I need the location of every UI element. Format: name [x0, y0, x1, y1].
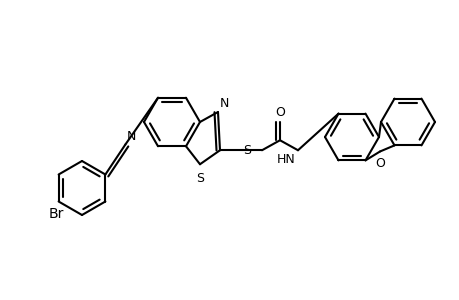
Text: Br: Br	[49, 208, 64, 221]
Text: S: S	[196, 172, 203, 185]
Text: N: N	[219, 97, 229, 110]
Text: N: N	[126, 130, 135, 142]
Text: O: O	[274, 106, 284, 119]
Text: O: O	[374, 157, 384, 169]
Text: S: S	[242, 144, 251, 157]
Text: HN: HN	[277, 153, 295, 166]
